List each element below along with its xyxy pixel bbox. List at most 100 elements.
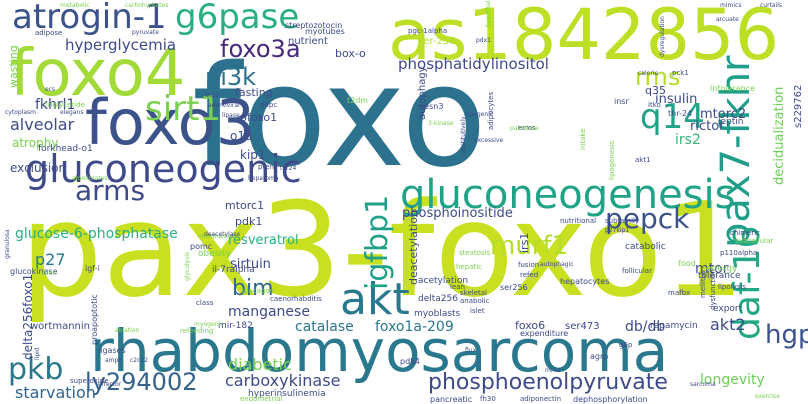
- word-cloud-word: hepatocytes: [560, 277, 610, 286]
- word-cloud-word: il-7ralpha: [212, 265, 255, 275]
- word-cloud-word: myogenic: [194, 321, 224, 328]
- word-cloud-word: mrna: [545, 367, 561, 374]
- word-cloud-word: pdk1: [235, 215, 263, 228]
- word-cloud-word: mir-182: [218, 321, 253, 331]
- word-cloud-word: expenditure: [520, 329, 569, 338]
- word-cloud-word: class: [196, 299, 214, 307]
- word-cloud-word: rhabdomyosarcoma: [90, 317, 669, 385]
- word-cloud-word: foxo3a: [220, 35, 301, 63]
- word-cloud-word: adenoviral: [208, 102, 240, 109]
- word-cloud-word: o1a: [230, 129, 253, 143]
- word-cloud-word: deacetylation: [407, 210, 420, 285]
- word-cloud-word: adipose: [35, 29, 63, 37]
- word-cloud-word: insr: [614, 97, 629, 106]
- word-cloud-word: akt1: [635, 156, 651, 164]
- word-cloud-word: proapoptotic: [90, 294, 99, 345]
- word-cloud-word: exclusion: [10, 161, 67, 175]
- word-cloud-word: longevity: [700, 372, 765, 388]
- word-cloud-word: endometrial: [240, 395, 283, 403]
- word-cloud-word: ser256: [500, 283, 528, 292]
- word-cloud-word: sirtuin: [230, 257, 271, 272]
- word-cloud-word: food: [678, 259, 696, 268]
- word-cloud-word: nutrient: [288, 36, 328, 47]
- word-cloud-word: skeletal: [460, 289, 487, 297]
- word-cloud-word: anabolic: [460, 297, 490, 305]
- word-cloud-word: agrp: [590, 352, 609, 361]
- word-cloud-word: akt: [340, 274, 410, 325]
- word-cloud-word: phosphoenolpyruvate: [428, 370, 668, 395]
- word-cloud-word: arms: [75, 174, 146, 207]
- word-cloud-word: caenorhabditis: [270, 295, 322, 303]
- word-cloud-word: hepatoma: [248, 175, 279, 182]
- word-cloud-word: itko: [648, 101, 661, 109]
- word-cloud-word: elegans: [60, 109, 84, 116]
- word-cloud-word: box-o: [335, 47, 366, 60]
- word-cloud-word: ser-256: [418, 36, 456, 47]
- word-cloud-word: follicular: [622, 267, 652, 275]
- word-cloud-word: dephosphorylation: [573, 395, 648, 404]
- word-cloud-word: hepatic: [456, 263, 483, 271]
- word-cloud-word: effector: [98, 381, 122, 388]
- word-cloud-word: mtorc1: [225, 199, 265, 212]
- word-cloud-word: q35: [645, 84, 666, 97]
- word-cloud-word: glycolysis: [184, 251, 191, 281]
- word-cloud-word: pdk4: [400, 357, 420, 366]
- word-cloud-word: streptozotocin: [285, 21, 343, 30]
- word-cloud-word: kip1: [240, 148, 266, 162]
- word-cloud-word: delta256foxo1: [21, 273, 35, 360]
- word-cloud-word: glucokinase: [10, 267, 58, 276]
- word-cloud-word: mtorc2: [700, 107, 747, 122]
- word-cloud-word: pck1: [672, 69, 689, 77]
- word-cloud-word: rictor: [690, 119, 725, 134]
- word-cloud-word: catabolic: [625, 242, 666, 252]
- word-cloud-word: atrophy: [12, 136, 59, 150]
- word-cloud-word: phosphoinositide: [402, 206, 513, 221]
- word-cloud-word: tolerance: [698, 271, 741, 281]
- word-cloud-word: carbohydrates: [125, 2, 169, 9]
- word-cloud-word: mellitus: [699, 270, 707, 298]
- word-cloud-word: db/db: [625, 319, 666, 335]
- word-cloud-word: lipogenesis: [608, 140, 616, 180]
- word-cloud-word: bim: [232, 276, 274, 301]
- word-cloud-word: exercise: [755, 393, 780, 400]
- word-cloud-word: calorie: [638, 70, 659, 77]
- word-cloud-word: skp2: [205, 92, 220, 99]
- word-cloud-word: pten: [258, 163, 274, 171]
- word-cloud-word: ablation: [115, 327, 140, 334]
- word-cloud-word: nutritional: [560, 217, 597, 225]
- word-cloud-word: pyruvate: [132, 29, 159, 36]
- word-cloud-word: p27kip1: [605, 227, 630, 234]
- word-cloud-word: pomc: [190, 242, 213, 251]
- word-cloud-word: insulin: [655, 92, 698, 107]
- word-cloud-word: wortmannin: [30, 321, 90, 332]
- word-cloud-word: foxo1a-209: [375, 319, 454, 335]
- word-cloud-word: curtails: [760, 2, 783, 9]
- word-cloud-word: chimeric: [730, 229, 761, 237]
- word-cloud-word: carboxykinase: [225, 371, 341, 390]
- word-cloud-word: fusion: [518, 261, 540, 269]
- word-cloud-word: nicotinamide: [198, 233, 237, 240]
- word-cloud-word: g6pase: [175, 0, 300, 37]
- word-cloud-word: erms: [518, 124, 536, 132]
- word-cloud-word: ampk: [105, 357, 122, 364]
- word-cloud-word: islet: [470, 307, 485, 315]
- word-cloud-word: g6p: [619, 341, 633, 349]
- word-cloud-word: rapamycin: [650, 321, 698, 331]
- word-cloud-word: subcellular: [735, 237, 774, 245]
- word-cloud-word: dysregulation: [659, 16, 666, 57]
- word-cloud-word: glucagon: [242, 287, 275, 295]
- word-cloud-word: energy: [706, 264, 738, 274]
- word-cloud-word: igf-i: [85, 264, 100, 273]
- word-cloud-word: lipid: [34, 347, 41, 360]
- word-cloud-word: murf1: [490, 231, 569, 261]
- word-cloud-word: ly294002: [85, 368, 198, 396]
- word-cloud-word: forkhead-o1: [38, 144, 93, 154]
- word-cloud-word: hypothalamic: [485, 0, 492, 27]
- word-cloud-word: foxo3: [85, 86, 256, 159]
- word-cloud-word: fh30: [480, 395, 496, 403]
- word-cloud-word: gluconeogenesis: [400, 172, 736, 218]
- word-cloud-word: catalase: [295, 319, 354, 335]
- word-cloud-word: acetylation: [418, 276, 469, 286]
- word-cloud-word: hyperinsulinemia: [248, 389, 326, 399]
- word-cloud-word: diabetic: [228, 355, 292, 374]
